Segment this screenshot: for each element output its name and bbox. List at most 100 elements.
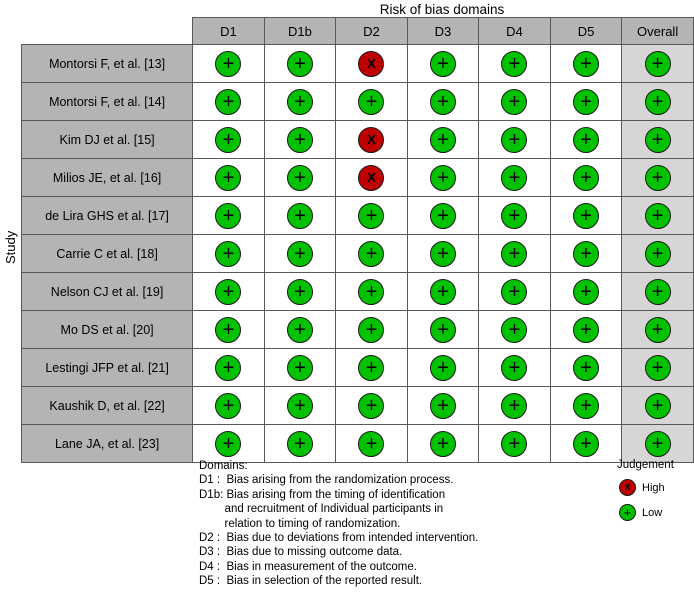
header-row: D1 D1b D2 D3 D4 D5 Overall <box>22 17 694 45</box>
study-label: Lestingi JFP et al. [21] <box>20 348 194 387</box>
table-row: Montorsi F, et al. [14] + + + + + + + <box>20 82 694 121</box>
judgement-cell: X <box>335 44 408 83</box>
judgement-cell: + <box>549 196 623 235</box>
low-risk-icon: + <box>501 202 528 229</box>
judgement-cell: + <box>549 348 623 387</box>
judgement-cell: + <box>406 424 480 463</box>
judgement-cell: + <box>192 82 265 121</box>
judgement-cell: + <box>549 234 623 273</box>
legend-items: X High + Low <box>617 479 674 521</box>
judgement-cell: + <box>263 424 337 463</box>
low-risk-icon: + <box>286 278 313 305</box>
rob-table: D1 D1b D2 D3 D4 D5 Overall Montorsi F, et al. [… <box>20 17 694 463</box>
low-risk-icon: + <box>573 126 599 153</box>
study-label: Nelson CJ et al. [19] <box>20 272 194 311</box>
low-risk-icon: + <box>619 504 636 521</box>
judgement-cell: + <box>335 424 408 463</box>
judgement-cell: + <box>549 310 623 349</box>
judgement-cell: + <box>549 44 623 83</box>
judgement-cell: + <box>192 272 265 311</box>
judgement-cell: + <box>478 386 551 425</box>
low-risk-icon: + <box>215 164 242 191</box>
judgement-cell: + <box>621 272 694 311</box>
judgement-cell: + <box>406 82 480 121</box>
judgement-cell: + <box>621 82 694 121</box>
footnote-line: D4 : Bias in measurement of the outcome. <box>199 560 417 573</box>
judgement-cell: + <box>478 272 551 311</box>
legend: Judgement X High + Low <box>617 459 674 521</box>
table-row: Lane JA, et al. [23] + + + + + + + <box>20 424 694 463</box>
low-risk-icon: + <box>501 126 528 153</box>
judgement-cell: + <box>549 272 623 311</box>
low-risk-icon: + <box>573 316 599 343</box>
table-row: de Lira GHS et al. [17] + + + + + + + <box>20 196 694 235</box>
judgement-cell: + <box>406 272 480 311</box>
low-risk-icon: + <box>429 316 456 343</box>
judgement-cell: + <box>549 82 623 121</box>
judgement-cell: + <box>406 158 480 197</box>
judgement-cell: + <box>406 196 480 235</box>
low-risk-icon: + <box>358 354 385 381</box>
footnote-line: and recruitment of Individual participan… <box>199 503 444 516</box>
judgement-cell: + <box>478 120 551 159</box>
low-risk-icon: + <box>286 430 313 457</box>
low-risk-icon: + <box>215 88 242 115</box>
low-risk-icon: + <box>358 392 385 419</box>
study-label: Milios JE, et al. [16] <box>20 158 194 197</box>
judgement-cell: + <box>621 424 694 463</box>
table-row: Kaushik D, et al. [22] + + + + + + + <box>20 386 694 425</box>
low-risk-icon: + <box>573 278 599 305</box>
low-risk-icon: + <box>501 88 528 115</box>
judgement-cell: + <box>621 310 694 349</box>
low-risk-icon: + <box>644 392 671 419</box>
column-header-d5: D5 <box>549 17 623 45</box>
footnote-line: D3 : Bias due to missing outcome data. <box>199 546 403 559</box>
judgement-cell: + <box>335 348 408 387</box>
judgement-cell: + <box>263 44 337 83</box>
judgement-cell: + <box>478 424 551 463</box>
judgement-cell: + <box>549 424 623 463</box>
low-risk-icon: + <box>429 392 456 419</box>
high-risk-icon: X <box>619 479 636 496</box>
table-row: Montorsi F, et al. [13] + + X + + + + <box>20 44 694 83</box>
judgement-cell: + <box>335 310 408 349</box>
low-risk-icon: + <box>573 164 599 191</box>
low-risk-icon: + <box>358 88 385 115</box>
low-risk-icon: + <box>573 392 599 419</box>
judgement-cell: + <box>263 310 337 349</box>
judgement-cell: X <box>335 120 408 159</box>
low-risk-icon: + <box>644 316 671 343</box>
legend-label: High <box>642 481 665 494</box>
judgement-cell: + <box>192 386 265 425</box>
high-risk-icon: X <box>358 126 385 153</box>
judgement-cell: + <box>263 82 337 121</box>
study-label: Montorsi F, et al. [14] <box>20 82 194 121</box>
judgement-cell: + <box>406 120 480 159</box>
judgement-cell: + <box>406 44 480 83</box>
domains-footnote: Domains: D1 : Bias arising from the rando… <box>199 459 478 589</box>
low-risk-icon: + <box>286 202 313 229</box>
judgement-cell: + <box>478 196 551 235</box>
judgement-cell: + <box>192 310 265 349</box>
judgement-cell: + <box>549 120 623 159</box>
table-row: Kim DJ et al. [15] + + X + + + + <box>20 120 694 159</box>
study-label: Kim DJ et al. [15] <box>20 120 194 159</box>
judgement-cell: + <box>335 272 408 311</box>
low-risk-icon: + <box>429 126 456 153</box>
low-risk-icon: + <box>644 164 671 191</box>
low-risk-icon: + <box>501 392 528 419</box>
judgement-cell: + <box>192 44 265 83</box>
low-risk-icon: + <box>501 354 528 381</box>
footnote-line: D2 : Bias due to deviations from intende… <box>199 532 479 545</box>
low-risk-icon: + <box>358 278 385 305</box>
low-risk-icon: + <box>501 278 528 305</box>
study-label: Mo DS et al. [20] <box>20 310 194 349</box>
study-label: Lane JA, et al. [23] <box>20 424 194 463</box>
judgement-cell: + <box>406 234 480 273</box>
low-risk-icon: + <box>429 202 456 229</box>
legend-item-high: X High <box>617 479 674 496</box>
study-label: Carrie C et al. [18] <box>20 234 194 273</box>
judgement-cell: + <box>263 272 337 311</box>
low-risk-icon: + <box>644 354 671 381</box>
